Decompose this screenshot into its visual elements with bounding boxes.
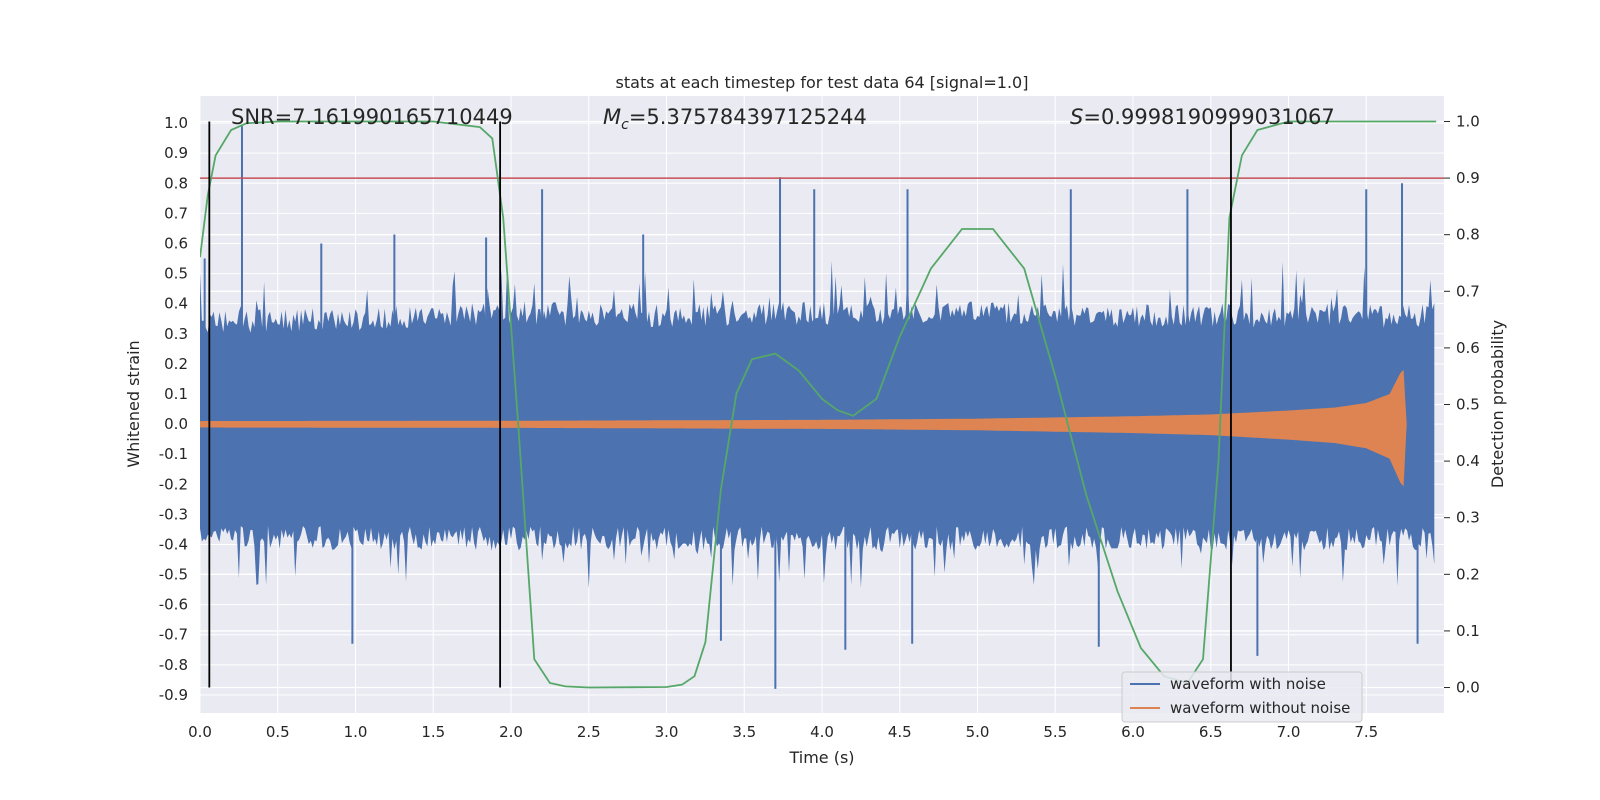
y-left-tick-label: 1.0: [164, 114, 188, 132]
annotation-snr: SNR=7.161990165710449: [231, 105, 513, 129]
x-tick-label: 5.0: [966, 723, 990, 741]
mc-symbol: M: [603, 105, 621, 129]
y-axis-label-right: Detection probability: [1488, 320, 1507, 488]
y-left-tick-label: 0.2: [164, 355, 188, 373]
y-left-tick-label: -0.6: [159, 596, 188, 614]
y-right-tick-label: 0.5: [1456, 396, 1480, 414]
x-tick-label: 6.0: [1121, 723, 1145, 741]
y-left-tick-labels: 1.0 0.9 0.8 0.7 0.6 0.5 0.4 0.3 0.2 0.1 0.0 -0.1 -0.…: [159, 114, 188, 704]
x-tick-label: 2.5: [577, 723, 601, 741]
x-tick-label: 1.5: [421, 723, 445, 741]
detection-marker-lines: [208, 121, 1232, 688]
s-symbol: S: [1070, 105, 1083, 129]
s-value: =0.9998190999031067: [1083, 105, 1334, 129]
x-tick-label: 4.5: [888, 723, 912, 741]
y-left-tick-label: -0.7: [159, 626, 188, 644]
y-right-tick-label: 0.0: [1456, 679, 1480, 697]
y-right-tick-label: 0.6: [1456, 339, 1480, 357]
x-axis-label: Time (s): [788, 748, 854, 767]
y-left-tick-label: -0.1: [159, 445, 188, 463]
x-tick-label: 3.0: [655, 723, 679, 741]
y-right-tick-label: 0.3: [1456, 509, 1480, 527]
x-tick-labels: 0.0 0.5 1.0 1.5 2.0 2.5 3.0 3.5 4.0 4.5 5.0 5.5 6.0 6…: [188, 723, 1378, 741]
chart-title: stats at each timestep for test data 64 …: [616, 73, 1029, 92]
annotation-s: S=0.9998190999031067: [1070, 105, 1335, 129]
y-left-tick-label: 0.5: [164, 265, 188, 283]
y-right-tick-label: 0.9: [1456, 169, 1480, 187]
x-tick-label: 7.5: [1354, 723, 1378, 741]
y-left-tick-label: -0.2: [159, 475, 188, 493]
y-right-tick-labels: 1.0 0.9 0.8 0.7 0.6 0.5 0.4 0.3 0.2 0.1 0.0: [1444, 112, 1480, 697]
y-left-tick-label: 0.7: [164, 204, 188, 222]
x-tick-label: 0.5: [266, 723, 290, 741]
x-tick-label: 2.0: [499, 723, 523, 741]
x-tick-label: 7.0: [1277, 723, 1301, 741]
x-tick-label: 6.5: [1199, 723, 1223, 741]
legend-noise-label: waveform with noise: [1170, 675, 1326, 693]
y-left-tick-label: -0.9: [159, 686, 188, 704]
y-left-tick-label: 0.9: [164, 144, 188, 162]
x-tick-label: 4.0: [810, 723, 834, 741]
x-tick-label: 0.0: [188, 723, 212, 741]
y-left-tick-label: 0.1: [164, 385, 188, 403]
legend-box: [1121, 671, 1363, 723]
y-left-tick-label: -0.3: [159, 505, 188, 523]
y-left-tick-label: 0.4: [164, 295, 188, 313]
y-left-tick-label: 0.3: [164, 325, 188, 343]
y-left-tick-label: -0.5: [159, 566, 188, 584]
y-axis-label-left: Whitened strain: [124, 340, 143, 467]
y-right-tick-label: 0.7: [1456, 282, 1480, 300]
y-left-tick-label: 0.0: [164, 415, 188, 433]
y-left-tick-label: 0.6: [164, 234, 188, 252]
y-right-tick-label: 0.4: [1456, 452, 1480, 470]
y-left-tick-label: -0.8: [159, 656, 188, 674]
x-tick-label: 3.5: [732, 723, 756, 741]
mc-value: =5.375784397125244: [629, 105, 867, 129]
clean-waveform-band: [200, 369, 1444, 487]
x-tick-label: 5.5: [1043, 723, 1067, 741]
y-left-tick-label: -0.4: [159, 535, 188, 553]
x-tick-label: 1.0: [344, 723, 368, 741]
mc-subscript: c: [621, 117, 629, 133]
y-left-tick-label: 0.8: [164, 174, 188, 192]
y-right-tick-label: 0.8: [1456, 226, 1480, 244]
annotation-chirp-mass: Mc=5.375784397125244: [603, 105, 867, 133]
y-right-tick-label: 0.2: [1456, 565, 1480, 583]
legend-clean-label: waveform without noise: [1170, 699, 1350, 717]
y-right-tick-label: 1.0: [1456, 112, 1480, 130]
legend: waveform with noise waveform without noi…: [1121, 671, 1363, 723]
y-right-tick-label: 0.1: [1456, 622, 1480, 640]
